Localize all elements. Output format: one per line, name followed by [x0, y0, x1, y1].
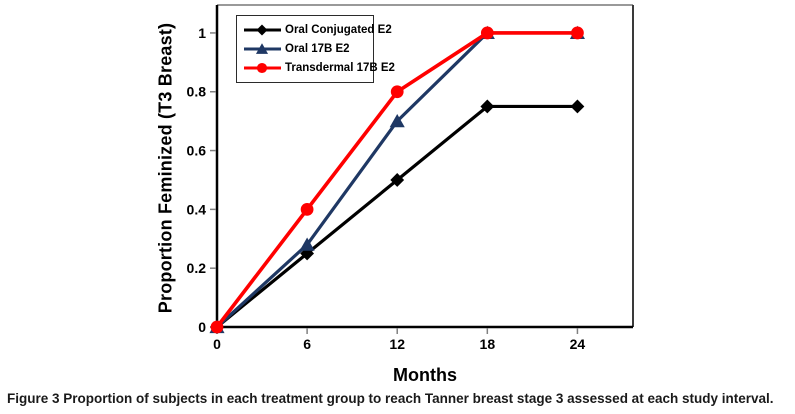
circle-marker: [480, 26, 494, 40]
diamond-marker: [390, 173, 405, 187]
y-tick-label: 0.2: [187, 260, 207, 276]
figure-caption-label: Figure 3: [7, 391, 60, 406]
legend-item: Oral 17B E2: [243, 42, 373, 56]
circle-marker: [256, 62, 268, 74]
legend-label: Oral 17B E2: [285, 43, 350, 55]
series-markers-2: [210, 26, 584, 334]
circle-marker: [390, 85, 404, 99]
x-tick-label: 0: [213, 336, 221, 352]
legend: Oral Conjugated E2 Oral 17B E2 Transderm…: [236, 15, 395, 83]
figure-caption: Figure 3 Proportion of subjects in each …: [7, 391, 791, 406]
legend-line-circle-icon: [244, 62, 281, 74]
circle-marker: [300, 202, 314, 216]
triangle-marker: [299, 237, 315, 251]
legend-label: Transdermal 17B E2: [285, 62, 395, 74]
legend-line-triangle-icon: [244, 43, 281, 54]
circle-marker: [210, 320, 224, 334]
x-tick-label: 24: [570, 336, 586, 352]
y-tick-label: 1: [198, 25, 206, 41]
x-tick-label: 18: [480, 336, 496, 352]
figure-caption-text: Proportion of subjects in each treatment…: [63, 391, 774, 406]
legend-label: Oral Conjugated E2: [285, 24, 392, 36]
y-axis-title: Proportion Feminized (T3 Breast): [155, 22, 176, 314]
diamond-marker: [480, 99, 495, 114]
x-axis-title: Months: [393, 365, 457, 385]
circle-marker: [571, 26, 584, 40]
x-tick-label: 12: [389, 336, 405, 352]
series-markers-0: [210, 99, 585, 334]
triangle-marker: [255, 43, 269, 54]
diamond-marker: [570, 99, 585, 114]
legend-item: Transdermal 17B E2: [243, 61, 395, 75]
y-tick-label: 0.6: [187, 143, 207, 159]
x-tick-label: 6: [303, 336, 311, 352]
legend-item: Oral Conjugated E2: [243, 23, 392, 37]
legend-line-diamond-icon: [244, 24, 281, 36]
y-tick-label: 0: [198, 319, 206, 335]
triangle-marker: [389, 113, 405, 128]
series-line-0: [215, 104, 580, 329]
diamond-marker: [256, 24, 268, 36]
y-tick-label: 0.8: [187, 84, 207, 100]
y-tick-label: 0.4: [187, 201, 207, 217]
